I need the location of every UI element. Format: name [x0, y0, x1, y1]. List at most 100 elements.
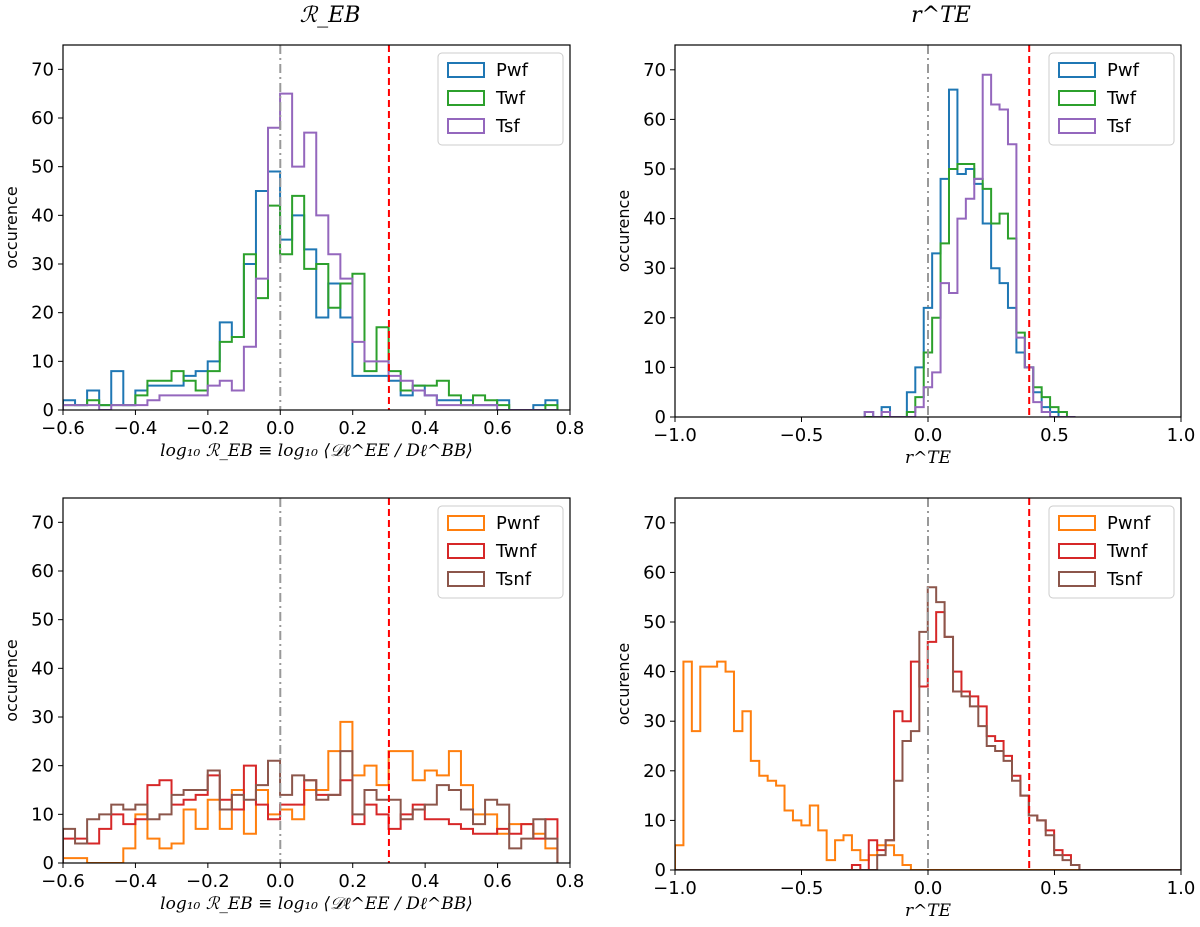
x-tick-label: −0.4 [114, 871, 158, 892]
y-tick-label: 10 [31, 804, 54, 825]
y-tick-label: 0 [43, 853, 54, 874]
legend: Pwnf Twnf Tsnf [437, 505, 564, 599]
y-tick-label: 30 [643, 258, 666, 279]
legend-swatch [1058, 543, 1096, 559]
y-tick-label: 70 [31, 512, 54, 533]
x-tick-label: 1.0 [1167, 425, 1196, 446]
y-tick-label: 0 [43, 400, 54, 421]
legend-label: Pwf [496, 60, 529, 81]
y-tick-label: 60 [643, 562, 666, 583]
x-tick-label: 0.6 [483, 418, 512, 439]
legend-label: Tsnf [495, 569, 532, 590]
legend: Pwnf Twnf Tsnf [1048, 505, 1175, 599]
legend-swatch [447, 543, 485, 559]
series-twf [864, 163, 1076, 417]
legend-label: Pwnf [496, 513, 540, 534]
series-tsf [863, 73, 1076, 417]
axes-frame [62, 44, 571, 411]
series-tsf [63, 92, 558, 410]
x-tick-label: 0.5 [1040, 878, 1069, 899]
x-tick-label: −0.2 [186, 418, 230, 439]
x-tick-label: −1.0 [653, 425, 697, 446]
y-tick-label: 10 [643, 810, 666, 831]
y-tick-label: 60 [31, 561, 54, 582]
y-axis-label: occurence [614, 643, 633, 725]
x-axis-label: r^TE [905, 448, 952, 468]
legend-label: Twf [495, 88, 526, 109]
y-tick-label: 70 [31, 59, 54, 80]
x-axis-label: r^TE [905, 901, 952, 921]
y-tick-label: 70 [643, 60, 666, 81]
x-tick-label: 0.4 [411, 871, 440, 892]
x-tick-label: 0.0 [266, 871, 295, 892]
series-twf [63, 194, 559, 410]
legend-swatch [1058, 62, 1096, 78]
panel-bottom-left: −0.6 −0.4 −0.2 0.0 0.2 0.4 0.6 0.8 0 10 20 30 40 50 60… [2, 497, 585, 914]
legend-swatch [447, 515, 485, 531]
title-right: r^TE [911, 3, 971, 28]
series-pwf [863, 88, 1076, 417]
y-tick-label: 20 [643, 308, 666, 329]
legend: Pwf Twf Tsf [437, 52, 564, 146]
y-axis-label: occurence [614, 190, 633, 272]
axes-frame [62, 497, 571, 864]
series-tsnf [63, 750, 559, 863]
series-pwf [63, 170, 559, 410]
legend-label: Tsf [1106, 116, 1131, 137]
legend-label: Twnf [1106, 541, 1148, 562]
panel-top-left: −0.6 −0.4 −0.2 0.0 0.2 0.4 0.6 0.8 0 10 20 30 40 50 60… [2, 44, 584, 461]
legend-swatch [1058, 515, 1096, 531]
plot-area [863, 45, 1076, 417]
x-tick-label: 0.0 [914, 425, 943, 446]
y-tick-label: 20 [643, 761, 666, 782]
x-tick-label: −0.4 [114, 418, 158, 439]
legend-swatch [447, 118, 485, 134]
y-tick-label: 10 [31, 351, 54, 372]
legend-label: Tsnf [1106, 569, 1143, 590]
x-tick-label: −1.0 [653, 878, 697, 899]
plot-area [63, 498, 559, 863]
x-tick-label: 0.0 [266, 418, 295, 439]
y-axis-label: occurence [2, 639, 21, 721]
y-tick-label: 20 [31, 303, 54, 324]
x-axis-label: log₁₀ ℛ_EB ≡ log₁₀ ⟨𝒟ℓ^EE / Dℓ^BB⟩ [160, 894, 473, 914]
legend-label: Twnf [495, 541, 537, 562]
x-tick-label: −0.5 [780, 878, 824, 899]
series-pwnf [675, 660, 1181, 870]
legend-label: Pwnf [1107, 513, 1151, 534]
x-tick-label: −0.6 [41, 871, 85, 892]
y-tick-label: 50 [31, 157, 54, 178]
y-tick-label: 0 [655, 407, 666, 428]
y-tick-label: 50 [643, 159, 666, 180]
series-pwnf [63, 720, 559, 863]
x-tick-label: 0.6 [483, 871, 512, 892]
y-tick-label: 40 [643, 209, 666, 230]
y-tick-label: 0 [655, 860, 666, 881]
legend-swatch [447, 571, 485, 587]
legend-swatch [1058, 118, 1096, 134]
x-tick-label: −0.2 [186, 871, 230, 892]
x-tick-label: 0.2 [338, 871, 367, 892]
plot-area [63, 45, 559, 410]
panel-top-right: −1.0 −0.5 0.0 0.5 1.0 0 10 20 30 40 50 60 70 occurenc… [614, 44, 1196, 468]
legend-swatch [1058, 90, 1096, 106]
title-left: ℛ_EB [300, 3, 361, 28]
y-axis-label: occurence [2, 186, 21, 268]
legend-swatch [447, 90, 485, 106]
x-axis-label: log₁₀ ℛ_EB ≡ log₁₀ ⟨𝒟ℓ^EE / Dℓ^BB⟩ [160, 441, 473, 461]
x-tick-label: 0.4 [411, 418, 440, 439]
y-tick-label: 20 [31, 756, 54, 777]
y-tick-label: 30 [31, 254, 54, 275]
y-tick-label: 60 [643, 109, 666, 130]
x-tick-label: 0.0 [914, 878, 943, 899]
legend-label: Pwf [1107, 60, 1140, 81]
y-tick-label: 40 [31, 205, 54, 226]
plot-area [675, 498, 1181, 870]
y-tick-label: 30 [31, 707, 54, 728]
y-tick-label: 70 [643, 513, 666, 534]
y-tick-label: 50 [643, 612, 666, 633]
y-tick-label: 30 [643, 711, 666, 732]
x-tick-label: −0.5 [780, 425, 824, 446]
x-tick-label: 0.8 [556, 871, 585, 892]
